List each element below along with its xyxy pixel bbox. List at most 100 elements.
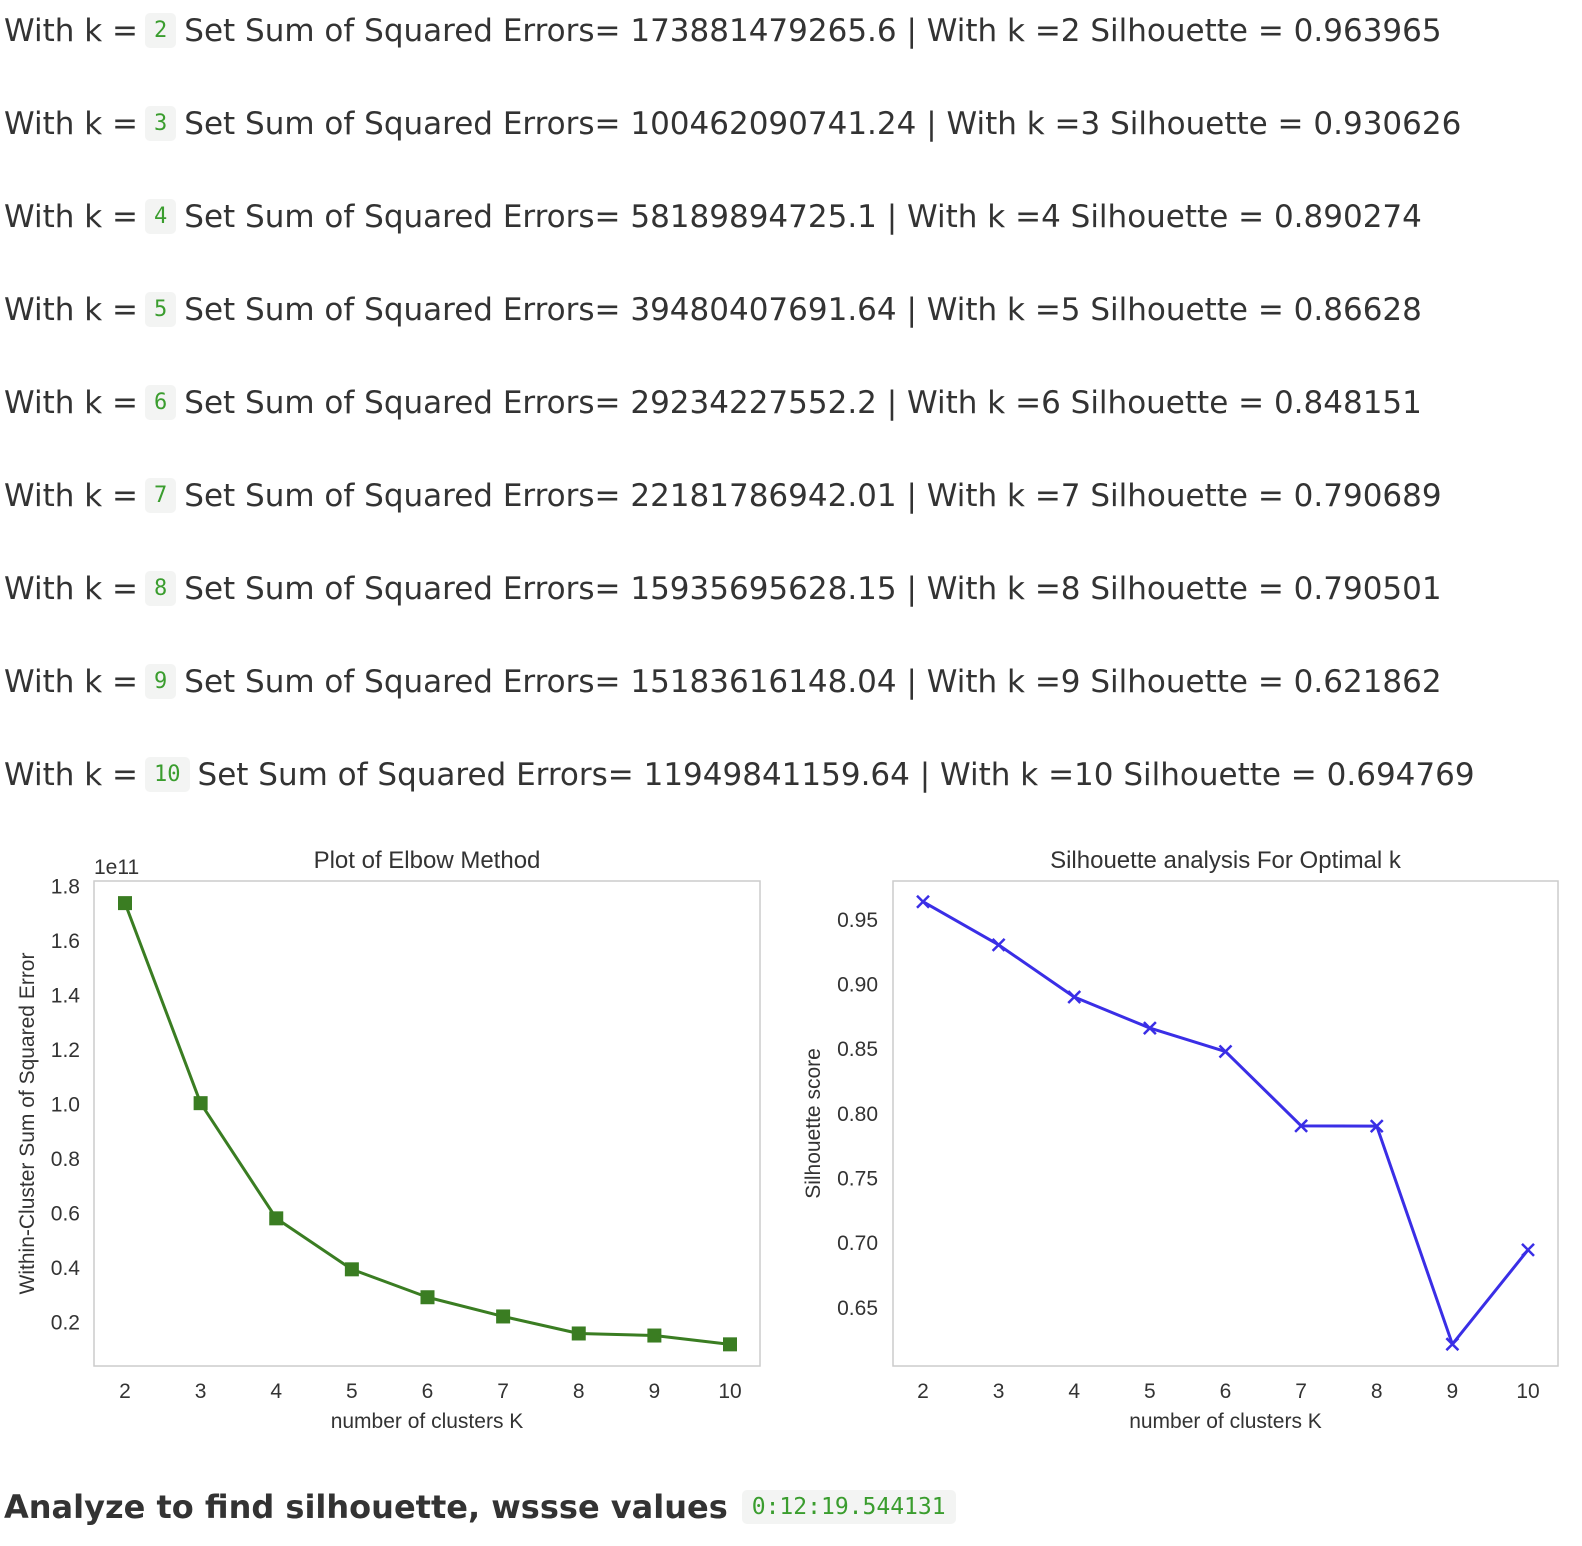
data-point bbox=[344, 1262, 359, 1277]
result-row: With k = 2 Set Sum of Squared Errors= 1738… bbox=[4, 0, 1574, 77]
y-axis-label: Silhouette score bbox=[802, 1048, 825, 1199]
row-metrics: Set Sum of Squared Errors= 11949841159.6… bbox=[197, 756, 1475, 793]
x-tick-label: 10 bbox=[718, 1380, 741, 1403]
x-tick-label: 7 bbox=[497, 1380, 509, 1403]
result-row: With k = 10 Set Sum of Squared Errors= 119… bbox=[4, 728, 1574, 821]
y-tick-label: 1.8 bbox=[51, 875, 80, 898]
data-point bbox=[916, 894, 930, 909]
x-axis-label: number of clusters K bbox=[331, 1410, 524, 1433]
result-row: With k = 5 Set Sum of Squared Errors= 3948… bbox=[4, 263, 1574, 356]
y-tick-label: 0.6 bbox=[51, 1202, 80, 1225]
row-metrics: Set Sum of Squared Errors= 15183616148.0… bbox=[184, 663, 1442, 700]
row-metrics: Set Sum of Squared Errors= 100462090741.… bbox=[184, 105, 1462, 142]
result-row: With k = 8 Set Sum of Squared Errors= 1593… bbox=[4, 542, 1574, 635]
x-tick-label: 8 bbox=[573, 1380, 585, 1403]
charts-area: Plot of Elbow Method number of clusters K… bbox=[16, 847, 1559, 1433]
x-tick-label: 4 bbox=[270, 1380, 282, 1403]
cell-title: Analyze to find silhouette, wssse values bbox=[4, 1488, 728, 1526]
data-point bbox=[1294, 1118, 1309, 1133]
chart-frame bbox=[892, 880, 1559, 1367]
row-prefix: With k = bbox=[4, 756, 139, 793]
k-value-badge: 7 bbox=[145, 478, 177, 513]
row-prefix: With k = bbox=[4, 291, 139, 328]
x-tick-label: 6 bbox=[422, 1380, 434, 1403]
axis-offset-label: 1e11 bbox=[94, 856, 139, 879]
result-row: With k = 3 Set Sum of Squared Errors= 1004… bbox=[4, 77, 1574, 170]
x-tick-label: 9 bbox=[649, 1380, 661, 1403]
row-prefix: With k = bbox=[4, 12, 139, 49]
y-tick-label: 0.65 bbox=[837, 1297, 878, 1320]
x-tick-label: 3 bbox=[993, 1380, 1005, 1403]
elapsed-time: 0:12:19.544131 bbox=[741, 1490, 956, 1524]
x-tick-label: 6 bbox=[1220, 1380, 1232, 1403]
data-point bbox=[1369, 1119, 1384, 1133]
y-tick-label: 0.80 bbox=[837, 1103, 878, 1126]
row-prefix: With k = bbox=[4, 570, 139, 607]
data-point bbox=[496, 1309, 511, 1324]
x-tick-label: 9 bbox=[1447, 1380, 1459, 1403]
result-row: With k = 9 Set Sum of Squared Errors= 1518… bbox=[4, 635, 1574, 728]
data-point bbox=[269, 1211, 284, 1226]
chart-title: Silhouette analysis For Optimal k bbox=[1050, 847, 1402, 874]
y-axis-label: Within-Cluster Sum of Squared Error bbox=[16, 953, 39, 1295]
data-point bbox=[1142, 1021, 1157, 1035]
data-point bbox=[1521, 1243, 1535, 1257]
y-tick-label: 0.4 bbox=[51, 1257, 81, 1280]
row-prefix: With k = bbox=[4, 198, 139, 235]
k-value-badge: 9 bbox=[145, 664, 177, 699]
x-tick-label: 2 bbox=[917, 1380, 929, 1403]
row-prefix: With k = bbox=[4, 384, 139, 421]
y-tick-label: 0.75 bbox=[837, 1167, 878, 1190]
data-point bbox=[991, 937, 1006, 952]
data-point bbox=[193, 1096, 208, 1111]
x-axis-label: number of clusters K bbox=[1129, 1410, 1322, 1433]
y-tick-label: 0.90 bbox=[837, 973, 878, 996]
x-tick-label: 4 bbox=[1068, 1380, 1080, 1403]
data-point bbox=[647, 1328, 662, 1343]
results-list: With k = 2 Set Sum of Squared Errors= 1738… bbox=[4, 0, 1574, 821]
k-value-badge: 2 bbox=[145, 13, 177, 48]
k-value-badge: 3 bbox=[145, 106, 177, 141]
y-tick-label: 1.4 bbox=[51, 984, 81, 1007]
data-point bbox=[420, 1290, 435, 1305]
row-metrics: Set Sum of Squared Errors= 39480407691.6… bbox=[184, 291, 1422, 328]
k-value-badge: 5 bbox=[145, 292, 177, 327]
y-tick-label: 0.85 bbox=[837, 1038, 878, 1061]
row-metrics: Set Sum of Squared Errors= 29234227552.2… bbox=[184, 384, 1422, 421]
row-prefix: With k = bbox=[4, 477, 139, 514]
x-tick-label: 8 bbox=[1371, 1380, 1383, 1403]
row-metrics: Set Sum of Squared Errors= 15935695628.1… bbox=[184, 570, 1442, 607]
result-row: With k = 4 Set Sum of Squared Errors= 5818… bbox=[4, 170, 1574, 263]
row-prefix: With k = bbox=[4, 663, 139, 700]
data-point bbox=[571, 1326, 586, 1341]
y-tick-label: 1.6 bbox=[51, 930, 80, 953]
cell-footer: Analyze to find silhouette, wssse values… bbox=[4, 1488, 956, 1526]
data-point bbox=[1067, 990, 1082, 1004]
x-tick-label: 7 bbox=[1295, 1380, 1307, 1403]
x-tick-label: 5 bbox=[346, 1380, 358, 1403]
row-metrics: Set Sum of Squared Errors= 22181786942.0… bbox=[184, 477, 1442, 514]
x-tick-label: 10 bbox=[1516, 1380, 1539, 1403]
y-tick-label: 0.8 bbox=[51, 1148, 80, 1171]
data-point bbox=[1445, 1337, 1460, 1352]
k-value-badge: 6 bbox=[145, 385, 177, 420]
k-value-badge: 10 bbox=[145, 757, 190, 792]
chart-title: Plot of Elbow Method bbox=[314, 847, 541, 874]
x-tick-label: 3 bbox=[195, 1380, 207, 1403]
k-value-badge: 8 bbox=[145, 571, 177, 606]
row-metrics: Set Sum of Squared Errors= 173881479265.… bbox=[184, 12, 1442, 49]
chart-frame bbox=[93, 880, 761, 1367]
x-tick-label: 5 bbox=[1144, 1380, 1156, 1403]
data-point bbox=[1218, 1044, 1233, 1059]
row-prefix: With k = bbox=[4, 105, 139, 142]
k-value-badge: 4 bbox=[145, 199, 177, 234]
y-tick-label: 0.2 bbox=[51, 1311, 80, 1334]
result-row: With k = 6 Set Sum of Squared Errors= 2923… bbox=[4, 356, 1574, 449]
y-tick-label: 0.95 bbox=[837, 909, 878, 932]
result-row: With k = 7 Set Sum of Squared Errors= 2218… bbox=[4, 449, 1574, 542]
y-tick-label: 1.0 bbox=[51, 1093, 80, 1116]
x-tick-label: 2 bbox=[119, 1380, 131, 1403]
row-metrics: Set Sum of Squared Errors= 58189894725.1… bbox=[184, 198, 1422, 235]
y-tick-label: 1.2 bbox=[51, 1039, 80, 1062]
data-point bbox=[723, 1337, 737, 1352]
